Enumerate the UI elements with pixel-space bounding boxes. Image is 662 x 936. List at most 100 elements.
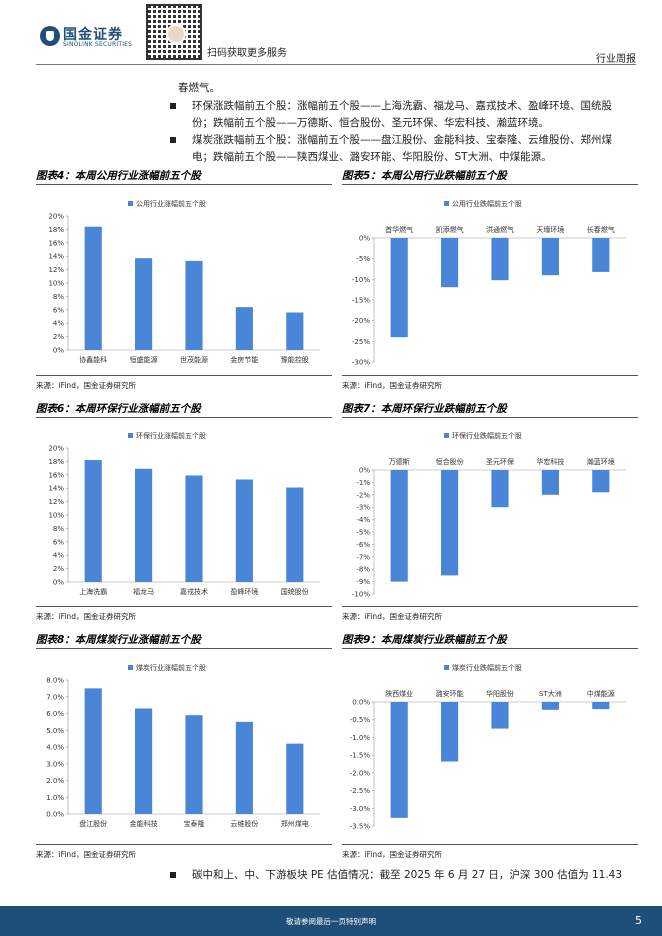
qr-code-icon[interactable] (146, 4, 202, 60)
bar-盘江股份 (84, 688, 102, 814)
y-tick-label: 4% (53, 320, 64, 328)
y-tick-label: 20% (48, 213, 64, 221)
y-tick-label: 14% (48, 485, 64, 493)
y-tick-label: 5.0% (46, 727, 64, 735)
y-tick-label: 8.0% (46, 677, 64, 685)
y-tick-label: -5% (356, 255, 370, 263)
report-type-label: 行业周报 (596, 54, 636, 65)
y-tick-label: 14% (48, 253, 64, 261)
y-tick-label: -2.0% (350, 769, 371, 777)
brand-name-en: SINOLINK SECURITIES (63, 41, 133, 48)
lead-text: 春燃气。 (178, 82, 220, 94)
chart-legend: 环保行业涨幅前五个股 (128, 431, 206, 440)
y-tick-label: 0.0% (352, 699, 370, 707)
y-tick-label: 8% (53, 293, 64, 301)
category-label: 云维股份 (230, 819, 258, 828)
legend-swatch (128, 201, 133, 206)
bullet-square-icon (170, 872, 176, 878)
bar-华阳股份 (491, 702, 509, 729)
legend-label: 环保行业跌幅前五个股 (452, 431, 522, 440)
bar-首华燃气 (390, 238, 408, 338)
bar-郑州煤电 (286, 743, 304, 814)
bar-凯添燃气 (441, 238, 459, 288)
y-tick-label: -5% (356, 529, 370, 537)
bar-嘉戎技术 (185, 475, 203, 582)
page-header: 国金证券 SINOLINK SECURITIES 扫码获取更多服务 行业周报 (0, 0, 662, 66)
y-tick-label: 20% (48, 445, 64, 453)
figure-5-top-rule (342, 184, 638, 185)
figure-5-bottom-rule (342, 375, 638, 376)
y-tick-label: 0% (359, 235, 370, 243)
figure-9-bottom-rule (342, 844, 638, 845)
category-label: ST大洲 (539, 689, 562, 698)
figure-7-bottom-rule (342, 606, 638, 607)
y-tick-label: 10% (48, 512, 64, 520)
bullet-square-icon (170, 103, 176, 109)
y-tick-label: 12% (48, 266, 64, 274)
legend-label: 公用行业涨幅前五个股 (136, 199, 206, 208)
chart-svg: 煤炭行业涨幅前五个股 0.0% 1.0% 2.0% 3.0% 4.0% 5.0% 6.0% 7.… (46, 663, 320, 828)
category-label: 嘉戎技术 (180, 587, 208, 596)
y-tick-label: 1.0% (46, 794, 64, 802)
bullet-text: 碳中和上、中、下游板块 PE 估值情况：截至 2025 年 6 月 27 日，沪… (192, 869, 623, 881)
category-label: 郑州煤电 (281, 819, 309, 828)
brand-name-cn: 国金证券 (63, 27, 123, 43)
figure-9-chart: 煤炭行业跌幅前五个股 0.0% -0.5% -1.0% -1.5% -2.0% -2.5% -… (342, 656, 638, 834)
y-tick-label: 7.0% (46, 693, 64, 701)
page-number: 5 (635, 914, 642, 927)
figure-8-title: 图表8：本周煤炭行业涨幅前五个股 (36, 634, 201, 646)
y-tick-label: -30% (352, 359, 370, 367)
header-divider (36, 64, 636, 65)
y-tick-label: 4% (53, 552, 64, 560)
figure-8-top-rule (36, 648, 332, 649)
category-label: 瀚蓝环境 (587, 457, 615, 466)
y-tick-label: 12% (48, 498, 64, 506)
figure-5-source: 来源：iFind，国金证券研究所 (342, 381, 442, 390)
chart-legend: 公用行业涨幅前五个股 (128, 199, 206, 208)
y-tick-label: -7% (356, 553, 370, 561)
category-label: 潞安环能 (436, 689, 464, 698)
category-label: 盈峰环境 (230, 587, 258, 596)
bar-潞安环能 (441, 702, 459, 762)
figure-4-source: 来源：iFind，国金证券研究所 (36, 381, 136, 390)
y-tick-label: -1.5% (350, 752, 371, 760)
category-label: 金能科技 (130, 819, 158, 828)
y-tick-label: 4.0% (46, 744, 64, 752)
y-tick-label: -0.5% (350, 716, 371, 724)
chart-legend: 煤炭行业跌幅前五个股 (444, 663, 522, 672)
y-tick-label: 6.0% (46, 710, 64, 718)
figure-8-source: 来源：iFind，国金证券研究所 (36, 850, 136, 859)
bullet-text: 煤炭涨跌幅前五个股：涨幅前五个股——盘江股份、金能科技、宝泰隆、云维股份、郑州煤… (192, 134, 612, 163)
category-label: 洪通燃气 (486, 225, 514, 234)
disclaimer-link[interactable]: 敬请参阅最后一页特别声明 (286, 917, 376, 926)
chart-svg: 环保行业涨幅前五个股 0% 2% 4% 6% 8% 10% 12% 14% 16% 18% 20% 上海… (48, 431, 320, 596)
category-label: 中煤能源 (587, 689, 615, 698)
figure-8-chart: 煤炭行业涨幅前五个股 0.0% 1.0% 2.0% 3.0% 4.0% 5.0% 6.0% 7.… (36, 656, 332, 834)
category-label: 宝泰隆 (184, 819, 205, 828)
category-label: 华阳股份 (486, 689, 514, 698)
chart-svg: 环保行业跌幅前五个股 0% -1% -2% -3% -4% -5% -6% -7% -8% -9% -… (352, 431, 626, 599)
figure-6-top-rule (36, 417, 332, 418)
legend-swatch (444, 665, 449, 670)
y-tick-label: 0% (359, 467, 370, 475)
y-tick-label: 18% (48, 226, 64, 234)
bullet-coal: 煤炭涨跌幅前五个股：涨幅前五个股——盘江股份、金能科技、宝泰隆、云维股份、郑州煤… (170, 132, 630, 165)
bar-天壕环境 (541, 238, 559, 276)
y-tick-label: 6% (53, 538, 64, 546)
category-label: 首华燃气 (385, 225, 413, 234)
bar-陕西煤业 (390, 702, 408, 818)
figure-4-title: 图表4：本周公用行业涨幅前五个股 (36, 170, 201, 182)
y-tick-label: -2.5% (350, 787, 371, 795)
qr-caption: 扫码获取更多服务 (207, 48, 287, 59)
y-tick-label: 2.0% (46, 777, 64, 785)
category-label: 华宏科技 (536, 457, 564, 466)
bar-华宏科技 (541, 470, 559, 495)
legend-swatch (128, 665, 133, 670)
bar-福龙马 (135, 468, 153, 582)
figure-7-top-rule (342, 417, 638, 418)
y-tick-label: 2% (53, 565, 64, 573)
bar-盈峰环境 (235, 479, 253, 582)
bullet-environment: 环保涨跌幅前五个股：涨幅前五个股——上海洗霸、福龙马、嘉戎技术、盈峰环境、国统股… (170, 98, 630, 131)
bar-长春燃气 (592, 238, 610, 272)
category-label: 上海洗霸 (79, 587, 107, 596)
